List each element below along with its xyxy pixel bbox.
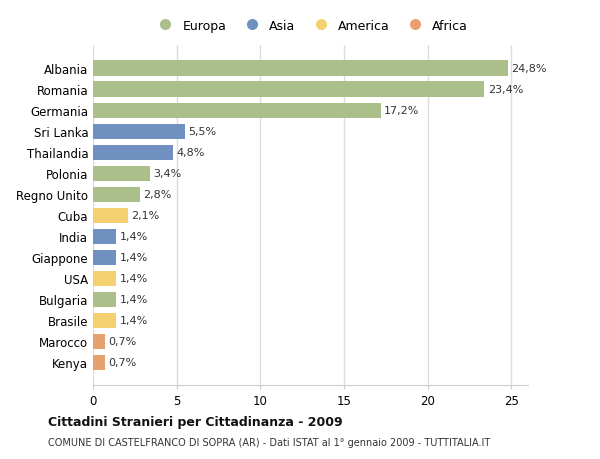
Text: 2,8%: 2,8% xyxy=(143,190,172,200)
Text: 0,7%: 0,7% xyxy=(108,336,136,347)
Bar xyxy=(93,355,105,370)
Text: 23,4%: 23,4% xyxy=(488,85,523,95)
Bar xyxy=(93,334,105,349)
Bar xyxy=(93,208,128,223)
Text: COMUNE DI CASTELFRANCO DI SOPRA (AR) - Dati ISTAT al 1° gennaio 2009 - TUTTITALI: COMUNE DI CASTELFRANCO DI SOPRA (AR) - D… xyxy=(48,437,490,447)
Text: 1,4%: 1,4% xyxy=(120,253,148,263)
Bar xyxy=(93,271,116,286)
Text: 1,4%: 1,4% xyxy=(120,232,148,242)
Text: 5,5%: 5,5% xyxy=(188,127,217,137)
Text: 0,7%: 0,7% xyxy=(108,358,136,368)
Text: Cittadini Stranieri per Cittadinanza - 2009: Cittadini Stranieri per Cittadinanza - 2… xyxy=(48,415,343,428)
Bar xyxy=(93,166,150,181)
Bar xyxy=(93,103,381,118)
Bar xyxy=(93,62,508,77)
Text: 1,4%: 1,4% xyxy=(120,295,148,305)
Bar xyxy=(93,229,116,244)
Bar xyxy=(93,82,485,97)
Text: 1,4%: 1,4% xyxy=(120,274,148,284)
Bar xyxy=(93,187,140,202)
Text: 24,8%: 24,8% xyxy=(511,64,547,74)
Text: 1,4%: 1,4% xyxy=(120,316,148,325)
Text: 4,8%: 4,8% xyxy=(176,148,205,158)
Bar xyxy=(93,145,173,160)
Bar xyxy=(93,292,116,307)
Bar xyxy=(93,313,116,328)
Bar xyxy=(93,250,116,265)
Legend: Europa, Asia, America, Africa: Europa, Asia, America, Africa xyxy=(148,15,473,38)
Text: 17,2%: 17,2% xyxy=(384,106,419,116)
Bar xyxy=(93,124,185,140)
Text: 3,4%: 3,4% xyxy=(153,169,181,179)
Text: 2,1%: 2,1% xyxy=(131,211,160,221)
